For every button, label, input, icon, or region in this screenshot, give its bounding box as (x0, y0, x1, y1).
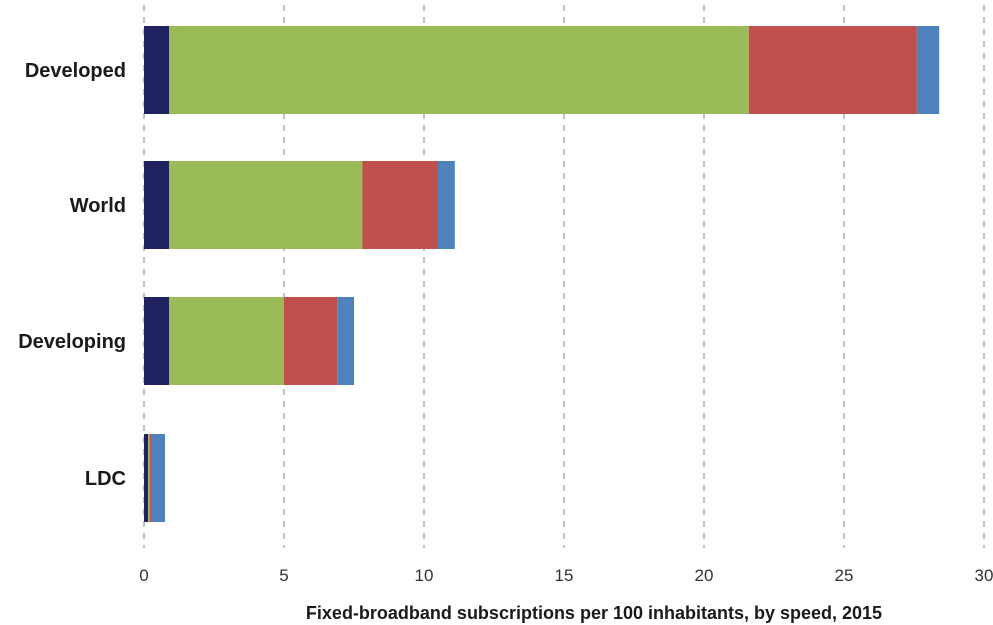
bar-segment (149, 434, 151, 522)
x-tick-label: 15 (555, 566, 574, 585)
bar-segment (284, 297, 338, 385)
category-labels: Developed World Developing LDC (18, 60, 126, 490)
x-tick-label: 20 (695, 566, 714, 585)
bar-segment (916, 26, 940, 114)
x-tick-label: 0 (139, 566, 148, 585)
bar-segment (151, 434, 165, 522)
bar-segment (748, 26, 917, 114)
x-tick-label: 10 (415, 566, 434, 585)
bar-segment (144, 161, 170, 249)
bar-segment (144, 26, 170, 114)
x-axis-label: Fixed-broadband subscriptions per 100 in… (306, 603, 882, 623)
bar-segment (337, 297, 354, 385)
bar-segment (169, 297, 284, 385)
x-tick-label: 30 (975, 566, 993, 585)
bars (144, 26, 940, 522)
x-tick-label: 5 (279, 566, 288, 585)
bar-segment (144, 434, 149, 522)
category-label: World (70, 195, 126, 217)
category-label: LDC (85, 468, 126, 490)
x-tick-label: 25 (835, 566, 854, 585)
bar-segment (362, 161, 438, 249)
bar-segment (144, 297, 170, 385)
x-tick-labels: 0 5 10 15 20 25 30 (139, 566, 993, 585)
bar-segment (438, 161, 455, 249)
category-label: Developed (25, 60, 126, 82)
bar-segment (169, 26, 749, 114)
bar-segment (169, 161, 363, 249)
category-label: Developing (18, 331, 126, 353)
bar-segment (148, 434, 150, 522)
